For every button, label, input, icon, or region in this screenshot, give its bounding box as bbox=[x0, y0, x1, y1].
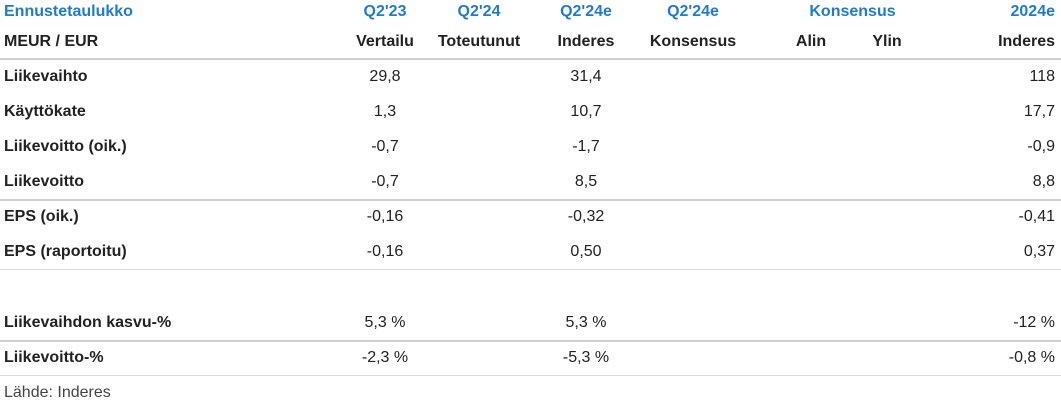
row-label: Liikevoitto-% bbox=[4, 349, 104, 366]
section-divider bbox=[0, 340, 1061, 342]
cell-q224e: 0,50 bbox=[570, 243, 602, 260]
cell-q223: 1,3 bbox=[373, 103, 397, 120]
cell-2024e: 17,7 bbox=[1023, 103, 1055, 120]
cell-q223: -0,7 bbox=[371, 138, 399, 155]
cell-2024e: -0,8 % bbox=[1008, 349, 1055, 366]
col-kons-sub: Konsensus bbox=[649, 33, 737, 50]
col-q224-sub: Toteutunut bbox=[437, 33, 521, 50]
col-q224e-header: Q2'24e bbox=[560, 3, 612, 20]
cell-q223: -0,16 bbox=[366, 208, 404, 225]
row-label: Liikevaihdon kasvu-% bbox=[4, 314, 172, 331]
table-row: Liikevaihto 29,8 31,4 118 bbox=[0, 59, 1061, 94]
cell-q224e: -5,3 % bbox=[562, 349, 610, 366]
table-row: Liikevoitto-% -2,3 % -5,3 % -0,8 % bbox=[0, 340, 1061, 375]
cell-2024e: -0,41 bbox=[1018, 208, 1055, 225]
cell-q223: -0,7 bbox=[371, 173, 399, 190]
section-divider bbox=[0, 269, 1061, 270]
cell-2024e: -0,9 bbox=[1027, 138, 1055, 155]
cell-q224e: 8,5 bbox=[574, 173, 598, 190]
col-2024e-sub: Inderes bbox=[998, 33, 1055, 50]
col-alin-sub: Alin bbox=[795, 33, 827, 50]
row-label: Liikevoitto (oik.) bbox=[4, 138, 127, 155]
table-row: EPS (raportoitu) -0,16 0,50 0,37 bbox=[0, 234, 1061, 269]
table-bottom-rule bbox=[0, 375, 1061, 376]
cell-q224e: 5,3 % bbox=[565, 314, 607, 331]
col-q223-header: Q2'23 bbox=[363, 3, 407, 20]
cell-q224e: 31,4 bbox=[570, 68, 602, 85]
row-label: Liikevoitto bbox=[4, 173, 85, 190]
table-row: Liikevoitto -0,7 8,5 8,8 bbox=[0, 164, 1061, 199]
cell-2024e: 0,37 bbox=[1023, 243, 1055, 260]
row-label: Liikevaihto bbox=[4, 68, 88, 85]
table-row: Liikevoitto (oik.) -0,7 -1,7 -0,9 bbox=[0, 129, 1061, 164]
header-divider bbox=[0, 58, 1061, 60]
subheader-row: MEUR / EUR Vertailu Toteutunut Inderes K… bbox=[0, 24, 1061, 59]
cell-q224e: 10,7 bbox=[570, 103, 602, 120]
row-label: EPS (oik.) bbox=[4, 208, 79, 225]
col-ylin-sub: Ylin bbox=[872, 33, 902, 50]
section-divider bbox=[0, 199, 1061, 201]
cell-2024e: -12 % bbox=[1013, 314, 1055, 331]
col-kons-q224e-header: Q2'24e bbox=[667, 3, 719, 20]
row-label: EPS (raportoitu) bbox=[4, 243, 127, 260]
table-row: EPS (oik.) -0,16 -0,32 -0,41 bbox=[0, 199, 1061, 234]
col-q224e-sub: Inderes bbox=[557, 33, 615, 50]
unit-label: MEUR / EUR bbox=[4, 33, 99, 50]
col-2024e-header: 2024e bbox=[1010, 3, 1056, 20]
cell-2024e: 118 bbox=[1029, 68, 1055, 85]
cell-q223: -2,3 % bbox=[361, 349, 409, 366]
col-konsensus-header: Konsensus bbox=[809, 3, 896, 20]
cell-q223: 29,8 bbox=[369, 68, 401, 85]
source-note: Lähde: Inderes bbox=[4, 384, 111, 401]
col-q223-sub: Vertailu bbox=[356, 33, 414, 50]
cell-2024e: 8,8 bbox=[1032, 173, 1055, 190]
table-row: Käyttökate 1,3 10,7 17,7 bbox=[0, 94, 1061, 129]
table-row: Liikevaihdon kasvu-% 5,3 % 5,3 % -12 % bbox=[0, 305, 1061, 340]
cell-q223: 5,3 % bbox=[364, 314, 406, 331]
row-label: Käyttökate bbox=[4, 103, 86, 120]
cell-q224e: -0,32 bbox=[567, 208, 605, 225]
cell-q223: -0,16 bbox=[366, 243, 404, 260]
cell-q224e: -1,7 bbox=[572, 138, 600, 155]
col-q224-header: Q2'24 bbox=[457, 3, 501, 20]
table-title: Ennustetaulukko bbox=[4, 3, 133, 20]
header-row: Ennustetaulukko Q2'23 Q2'24 Q2'24e Q2'24… bbox=[0, 0, 1061, 29]
